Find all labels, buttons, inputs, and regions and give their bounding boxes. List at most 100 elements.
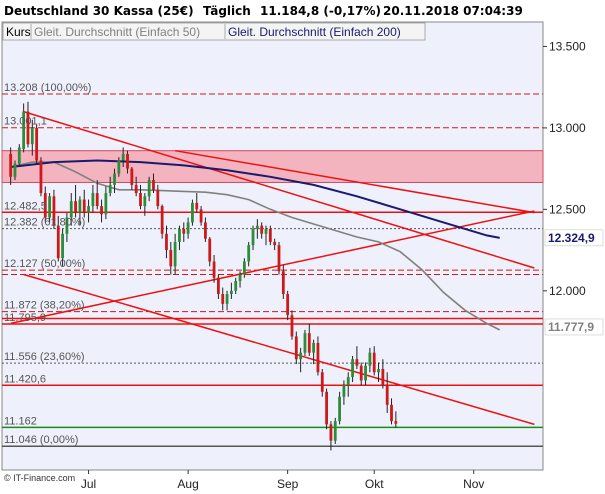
candle-body <box>390 404 393 422</box>
candle <box>87 199 90 223</box>
candle <box>108 176 112 197</box>
candle-body <box>182 228 186 234</box>
candle-body <box>30 127 34 145</box>
candle-body <box>234 281 238 291</box>
candle <box>165 225 168 259</box>
candle <box>338 391 341 425</box>
candle <box>368 347 372 373</box>
candle <box>204 217 207 242</box>
candle-body <box>87 206 90 213</box>
candle <box>130 166 134 190</box>
candle <box>212 254 216 283</box>
candle-body <box>333 421 337 441</box>
candle <box>35 124 39 164</box>
candle <box>342 380 346 405</box>
candle-body <box>126 153 129 169</box>
candle <box>91 184 95 213</box>
candle-body <box>65 217 69 234</box>
candle <box>22 103 26 153</box>
legend-item: Kurs <box>6 25 31 39</box>
candle <box>299 347 303 373</box>
candle <box>264 225 268 246</box>
candle-body <box>117 160 121 174</box>
quote-label: 11.184,8 (-0,17%) <box>260 4 381 18</box>
candle <box>394 411 398 428</box>
candle <box>217 274 220 299</box>
candle <box>346 372 350 397</box>
candle-body <box>277 245 281 272</box>
candle-body <box>9 153 13 177</box>
level-label: 12.382 (61,80%) <box>4 217 85 229</box>
candle-body <box>74 201 77 213</box>
candle-body <box>165 233 168 251</box>
candle <box>247 241 251 267</box>
candle-body <box>147 180 151 197</box>
x-tick-label: Okt <box>365 477 384 491</box>
candle-body <box>173 241 177 267</box>
candle-body <box>273 241 277 246</box>
candle-body <box>325 391 328 425</box>
candle-body <box>364 365 367 381</box>
level-label: 13.208 (100,00%) <box>4 82 91 94</box>
candle-body <box>342 385 346 397</box>
candle <box>182 222 186 242</box>
candle-body <box>212 261 216 278</box>
candle <box>13 160 17 181</box>
candle-body <box>303 333 307 353</box>
candle-body <box>329 424 333 441</box>
candle-body <box>338 396 341 422</box>
candle <box>221 287 225 311</box>
candle <box>173 233 177 275</box>
y-tick-label: 12.500 <box>549 202 586 216</box>
candle <box>390 398 393 425</box>
y-tick-label: 13.500 <box>549 39 586 53</box>
candle <box>351 355 354 383</box>
candle-body <box>251 228 255 246</box>
candle <box>152 173 155 194</box>
candle <box>281 264 285 299</box>
candle-body <box>61 233 64 259</box>
candle <box>316 336 320 376</box>
trend-line <box>23 110 535 269</box>
candle-body <box>281 271 285 295</box>
candle <box>43 186 47 223</box>
trend-line <box>10 210 535 325</box>
candle <box>169 241 173 275</box>
candle-body <box>372 352 376 373</box>
candle <box>277 241 281 275</box>
candle-body <box>368 352 372 366</box>
candle-body <box>255 225 259 229</box>
candle-body <box>217 277 220 295</box>
candle-body <box>91 193 95 207</box>
candle <box>229 282 233 299</box>
candle <box>104 186 108 220</box>
level-label: 11.420,6 <box>4 373 46 385</box>
interval-label: Täglich <box>203 4 251 18</box>
candle-body <box>290 315 294 337</box>
candle <box>113 168 116 194</box>
candle-body <box>121 153 125 161</box>
candle-body <box>78 199 82 213</box>
candle <box>191 199 194 226</box>
x-tick-label: Aug <box>177 477 198 491</box>
level-label: 11.872 (38,20%) <box>4 300 85 312</box>
candle <box>74 184 77 218</box>
candle <box>359 362 363 386</box>
candle <box>160 204 164 239</box>
candle-body <box>130 168 134 185</box>
level-label: 11.795,9 <box>4 312 46 324</box>
candle-body <box>48 196 52 218</box>
candle-body <box>104 193 108 215</box>
candle <box>381 359 385 389</box>
candle <box>238 271 242 288</box>
candle <box>377 362 380 383</box>
x-tick-label: Jul <box>81 477 96 491</box>
candle-body <box>238 274 242 282</box>
ma200-line <box>10 159 500 239</box>
candle-body <box>160 206 164 234</box>
candle <box>82 189 86 218</box>
candle-body <box>178 228 181 242</box>
candle <box>312 339 316 365</box>
candle-body <box>299 352 303 360</box>
